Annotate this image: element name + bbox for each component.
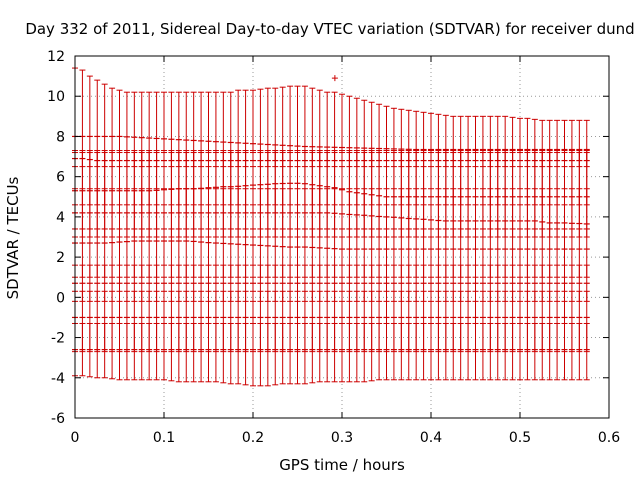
y-tick-label: 8 (56, 129, 65, 145)
series-sat-8 (72, 322, 590, 387)
axis-ticks: 0 0.1 0.2 0.3 0.4 0.5 0.6 -6 -4 -2 0 2 4 6 8 10 12 (47, 49, 620, 446)
x-tick-label: 0.6 (598, 430, 620, 446)
y-tick-label: -2 (51, 331, 65, 347)
x-tick-label: 0.2 (242, 430, 264, 446)
x-tick-label: 0.4 (420, 430, 442, 446)
y-tick-label: 12 (47, 49, 65, 65)
y-tick-label: 4 (56, 210, 65, 226)
x-axis-label: GPS time / hours (279, 456, 405, 474)
chart-title: Day 332 of 2011, Sidereal Day-to-day VTE… (25, 20, 635, 38)
outlier-point (331, 75, 338, 82)
y-tick-label: -6 (51, 411, 65, 427)
x-tick-label: 0.1 (153, 430, 175, 446)
y-tick-label: 6 (56, 170, 65, 186)
x-tick-label: 0.3 (331, 430, 353, 446)
x-tick-label: 0.5 (509, 430, 531, 446)
y-tick-label: -4 (51, 371, 65, 387)
x-tick-label: 0 (71, 430, 80, 446)
y-tick-label: 2 (56, 250, 65, 266)
y-axis-label: SDTVAR / TECUs (4, 176, 22, 300)
y-tick-label: 0 (56, 290, 65, 306)
y-tick-label: 10 (47, 89, 65, 105)
data-points (72, 67, 590, 387)
